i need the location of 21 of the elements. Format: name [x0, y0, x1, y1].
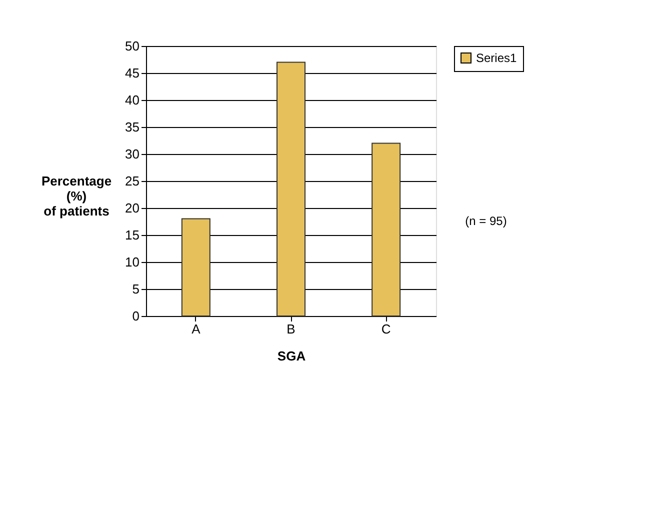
y-tick-label: 15	[125, 228, 140, 242]
y-tick-label: 0	[132, 308, 140, 324]
bar	[276, 62, 306, 316]
y-tick-label: 10	[125, 254, 140, 270]
x-axis-title: SGA	[277, 348, 306, 364]
x-tick-label: A	[192, 322, 201, 336]
text: (n = 95)	[465, 214, 507, 228]
y-tick-label: 35	[125, 120, 140, 134]
x-tick-label: C	[381, 322, 391, 336]
x-tick-label: B	[286, 322, 296, 336]
y-tick-label: 45	[125, 66, 140, 80]
bar	[372, 142, 401, 316]
y-tick-label: 50	[125, 38, 140, 54]
bar	[181, 218, 210, 316]
y-axis-title: Percentage (%) of patients	[41, 174, 112, 218]
y-tick-label: 25	[125, 174, 140, 188]
y-tick-label: 40	[125, 92, 140, 108]
y-tick-label: 20	[125, 200, 140, 216]
y-tick-label: 30	[125, 146, 140, 162]
y-tick-label: 5	[132, 282, 140, 296]
legend-label: Series1	[476, 51, 518, 65]
